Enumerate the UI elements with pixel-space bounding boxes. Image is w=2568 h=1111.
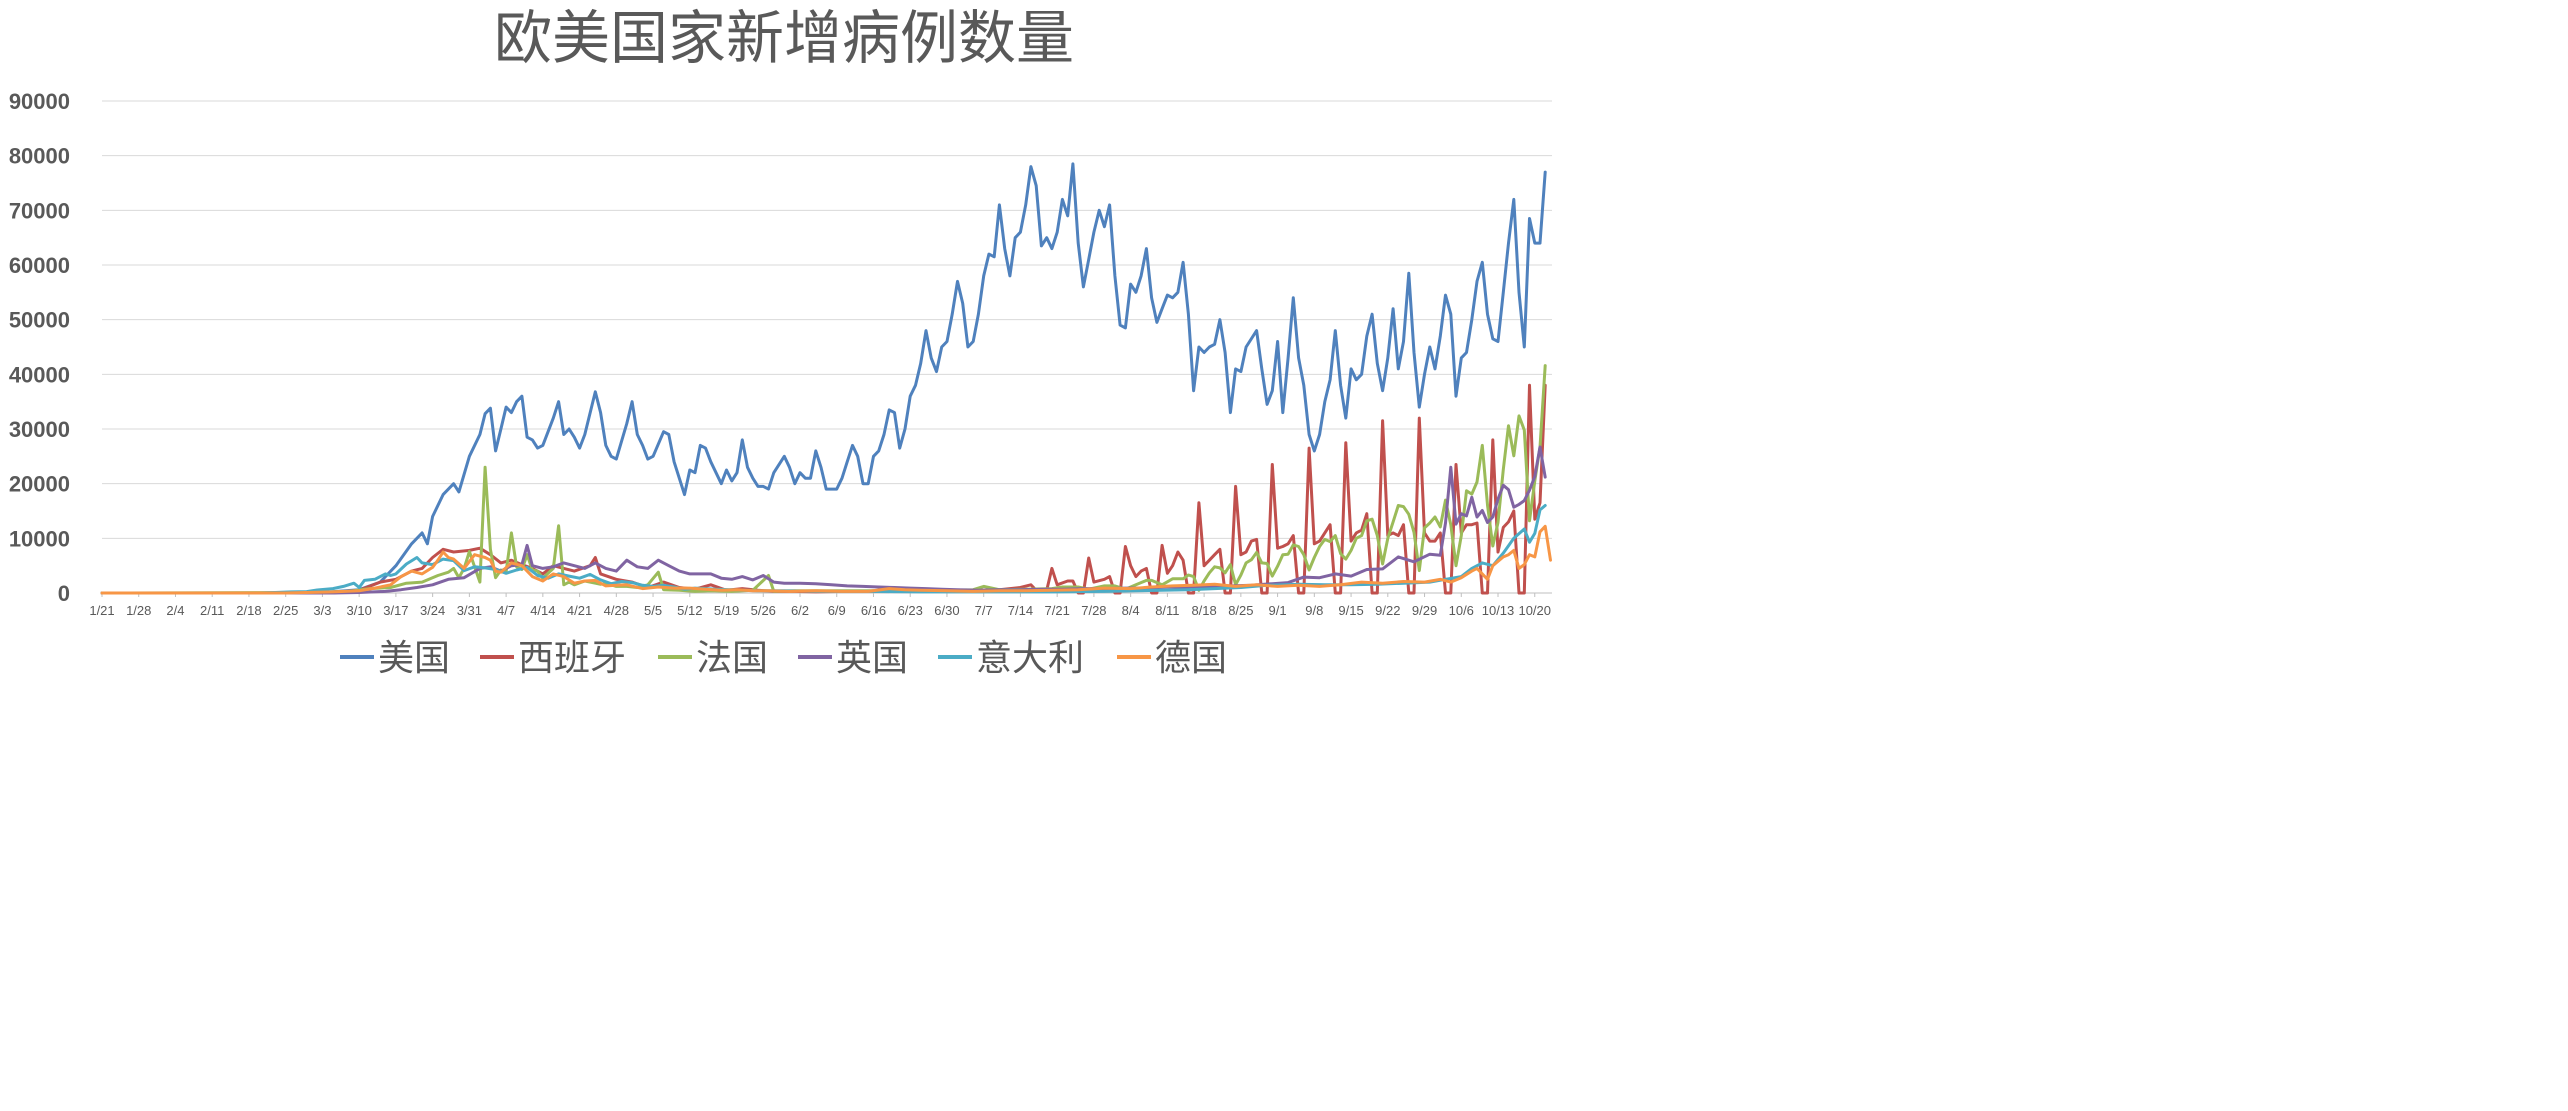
x-tick-label: 4/7	[497, 603, 515, 618]
gridlines	[102, 100, 1552, 594]
x-tick-label: 3/10	[347, 603, 372, 618]
x-axis-ticks: 1/21 1/28 2/4 2/11 2/18 2/25 3/3 3/10 3/17 3/24 3/…	[89, 593, 1551, 618]
x-tick-label: 4/21	[567, 603, 592, 618]
series-line-4	[100, 504, 1547, 595]
y-tick-label: 50000	[9, 308, 70, 333]
y-tick-label: 70000	[9, 198, 70, 223]
x-tick-label: 8/4	[1122, 603, 1140, 618]
x-tick-label: 9/15	[1338, 603, 1363, 618]
x-tick-label: 8/25	[1228, 603, 1253, 618]
line-chart: 欧美国家新增病例数量 0 10000 20000 30000 40000 50000 600…	[9, 4, 1552, 679]
y-axis-ticks: 0 10000 20000 30000 40000 50000 60000 70000 8000…	[9, 89, 70, 606]
y-tick-label: 0	[58, 581, 70, 606]
x-tick-label: 6/23	[898, 603, 923, 618]
x-tick-label: 10/20	[1518, 603, 1551, 618]
x-tick-label: 10/6	[1449, 603, 1474, 618]
x-tick-label: 2/11	[200, 603, 224, 618]
chart-title: 欧美国家新增病例数量	[494, 4, 1074, 72]
x-tick-label: 5/12	[677, 603, 702, 618]
series-line-5	[100, 524, 1552, 595]
x-tick-label: 8/11	[1155, 603, 1179, 618]
y-tick-label: 10000	[9, 526, 70, 551]
x-tick-label: 1/21	[89, 603, 114, 618]
x-tick-label: 4/14	[530, 603, 555, 618]
y-tick-label: 90000	[9, 89, 70, 114]
series-line-2	[100, 364, 1547, 595]
x-tick-label: 2/18	[236, 603, 261, 618]
x-tick-label: 2/4	[166, 603, 184, 618]
x-tick-label: 3/3	[313, 603, 331, 618]
x-tick-label: 6/9	[828, 603, 846, 618]
x-tick-label: 3/24	[420, 603, 445, 618]
series-line-3	[100, 445, 1547, 595]
y-tick-label: 40000	[9, 362, 70, 387]
legend-label: 德国	[1155, 638, 1227, 679]
x-tick-label: 3/17	[383, 603, 408, 618]
x-tick-label: 9/29	[1412, 603, 1437, 618]
series-line-0	[100, 162, 1547, 595]
y-tick-label: 80000	[9, 144, 70, 169]
x-tick-label: 6/30	[934, 603, 959, 618]
x-tick-label: 6/2	[791, 603, 809, 618]
y-tick-label: 60000	[9, 253, 70, 278]
series-line-1	[100, 383, 1547, 595]
legend-label: 意大利	[976, 638, 1084, 679]
chart-container: 欧美国家新增病例数量 0 10000 20000 30000 40000 50000 600…	[0, 0, 1568, 680]
x-tick-label: 7/28	[1081, 603, 1106, 618]
x-tick-label: 5/19	[714, 603, 739, 618]
x-tick-label: 4/28	[604, 603, 629, 618]
x-tick-label: 6/16	[861, 603, 886, 618]
x-tick-label: 10/13	[1482, 603, 1515, 618]
legend-label: 西班牙	[518, 638, 626, 679]
x-tick-label: 1/28	[126, 603, 151, 618]
legend-label: 法国	[696, 638, 768, 679]
y-tick-label: 20000	[9, 472, 70, 497]
x-tick-label: 9/22	[1375, 603, 1400, 618]
x-tick-label: 2/25	[273, 603, 298, 618]
legend-label: 美国	[378, 638, 450, 679]
x-tick-label: 5/26	[751, 603, 776, 618]
legend-label: 英国	[836, 638, 908, 679]
x-tick-label: 9/1	[1269, 603, 1287, 618]
x-tick-label: 9/8	[1305, 603, 1323, 618]
x-tick-label: 7/7	[975, 603, 993, 618]
x-tick-label: 8/18	[1191, 603, 1216, 618]
x-tick-label: 3/31	[457, 603, 482, 618]
x-tick-label: 7/14	[1008, 603, 1033, 618]
y-tick-label: 30000	[9, 417, 70, 442]
x-tick-label: 7/21	[1045, 603, 1070, 618]
series-lines	[100, 162, 1552, 595]
x-tick-label: 5/5	[644, 603, 662, 618]
legend: 美国 西班牙 法国 英国 意大利 德国	[340, 638, 1227, 679]
